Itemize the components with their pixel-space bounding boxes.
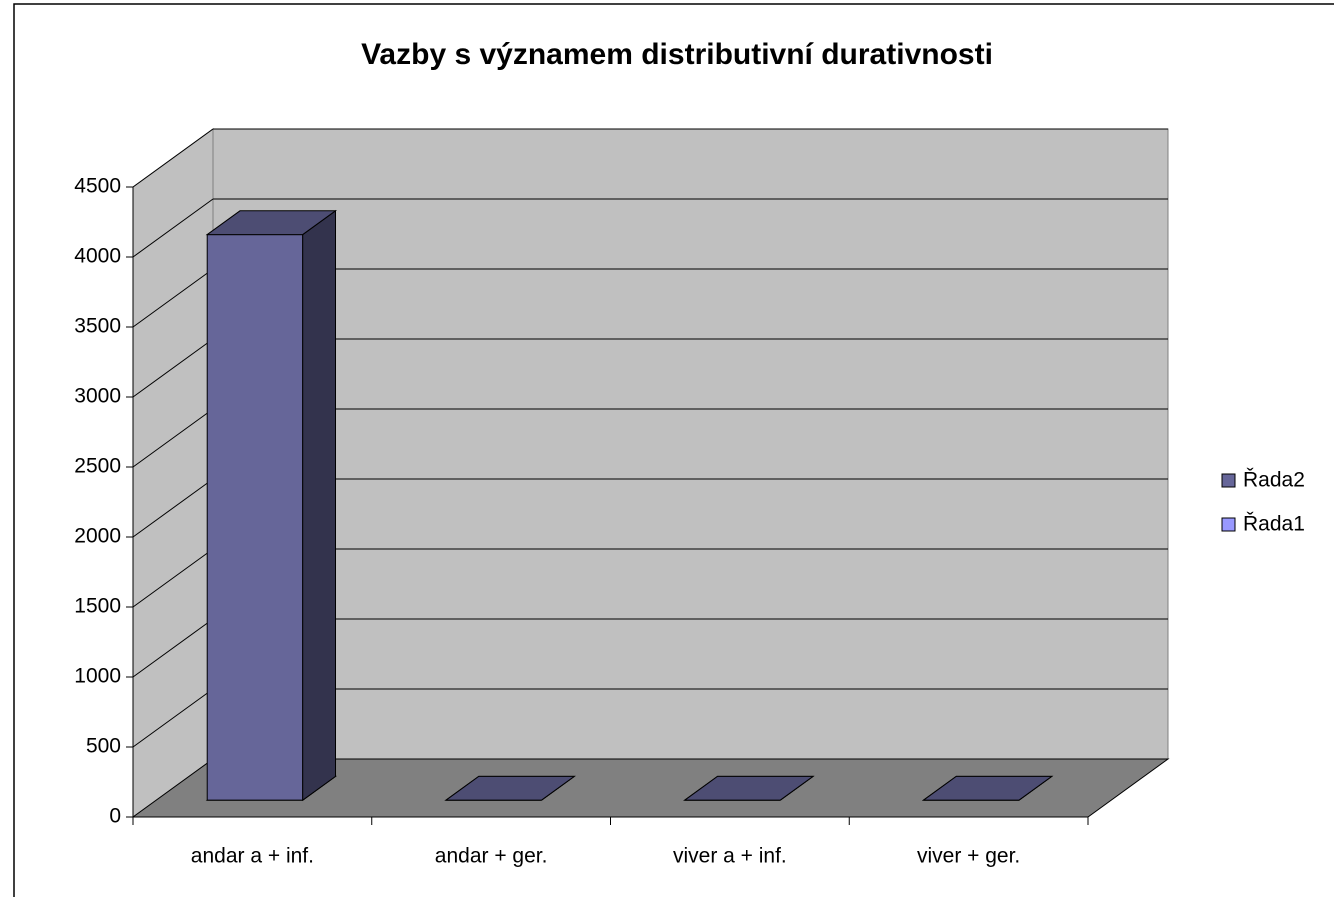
y-tick-label: 1000 [74, 665, 121, 688]
y-tick-label: 1500 [74, 595, 121, 618]
y-tick-label: 2500 [74, 455, 121, 478]
bar [444, 775, 576, 801]
grid-line [132, 268, 214, 328]
y-tick-label: 4500 [74, 175, 121, 198]
bar-top [683, 775, 815, 801]
y-tick-label: 2000 [74, 525, 121, 548]
grid-line [132, 408, 214, 468]
back-wall [212, 128, 1169, 760]
legend-swatch [1221, 517, 1236, 532]
x-tick-label: viver a + inf. [673, 845, 787, 868]
legend-label: Řada2 [1243, 469, 1305, 492]
grid-line [132, 128, 214, 188]
y-tick-label: 3000 [74, 385, 121, 408]
x-tick-label: andar + ger. [435, 845, 548, 868]
bar-top [921, 775, 1054, 801]
grid-line [132, 548, 214, 608]
y-tick-label: 4000 [74, 245, 121, 268]
bar [921, 775, 1054, 801]
bar [683, 775, 815, 801]
legend-swatch [1221, 473, 1236, 488]
x-tick-label: viver + ger. [917, 845, 1020, 868]
legend-label: Řada1 [1243, 513, 1305, 536]
grid-line [132, 618, 214, 678]
bar-front [206, 234, 304, 801]
y-tick-label: 500 [86, 735, 121, 758]
bar-side [302, 209, 337, 802]
bar-top [205, 210, 338, 236]
y-tick-label: 0 [109, 805, 121, 828]
x-tick-label: andar a + inf. [191, 845, 314, 868]
bar-top [444, 775, 576, 801]
grid-line [132, 338, 214, 398]
bar [205, 209, 338, 802]
y-tick-label: 3500 [74, 315, 121, 338]
grid-line [132, 688, 214, 748]
grid-line [132, 478, 214, 538]
chart-title: Vazby s významem distributivní durativno… [361, 38, 993, 71]
side-wall [132, 128, 214, 818]
grid-line [132, 198, 214, 258]
